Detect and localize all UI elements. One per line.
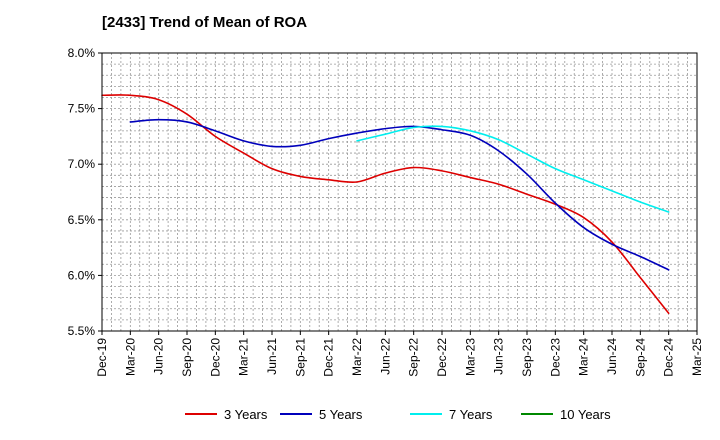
legend-label-3-years: 3 Years [224,407,268,422]
x-tick-label: Jun-21 [265,338,279,375]
y-tick-label: 8.0% [68,46,96,60]
series-line-3-years [101,94,670,315]
x-tick-label: Jun-20 [152,338,166,375]
x-tick-label: Mar-20 [123,338,137,376]
x-tick-label: Sep-20 [180,338,194,377]
x-tick-label: Dec-24 [662,338,676,377]
x-tick-label: Mar-21 [237,338,251,376]
series-layer [101,94,670,315]
x-tick-label: Dec-23 [548,338,562,377]
x-tick-label: Jun-22 [378,338,392,375]
grid-layer [102,53,697,331]
series-line-5-years [129,118,670,271]
x-tick-label: Mar-22 [350,338,364,376]
x-tick-label: Mar-23 [463,338,477,376]
x-tick-label: Dec-21 [322,338,336,377]
legend-label-7-years: 7 Years [449,407,493,422]
x-tick-label: Sep-22 [407,338,421,377]
x-tick-label: Dec-22 [435,338,449,377]
plot-frame [101,52,698,332]
x-tick-label: Dec-19 [95,338,109,377]
y-tick-label: 5.5% [68,324,96,338]
y-tick-label: 6.0% [68,268,96,282]
x-tick-label: Mar-25 [690,338,704,376]
x-tick-label: Sep-23 [520,338,534,377]
x-tick-label: Jun-23 [492,338,506,375]
x-tick-label: Sep-21 [293,338,307,377]
y-tick-label: 7.0% [68,157,96,171]
x-tick-label: Dec-20 [208,338,222,377]
x-tick-label: Jun-24 [605,338,619,375]
legend-layer: 3 Years 5 Years 7 Years 10 Years [185,407,611,422]
series-line-7-years [356,125,670,213]
x-tick-label: Sep-24 [633,338,647,377]
x-tick-label: Mar-24 [577,338,591,376]
axis-layer: 5.5% 6.0% 6.5% 7.0% 7.5% 8.0% Dec-19 Mar-20 Jun-… [68,46,704,377]
chart-title: [2433] Trend of Mean of ROA [102,14,308,31]
legend-label-5-years: 5 Years [319,407,363,422]
y-tick-label: 7.5% [68,102,96,116]
y-tick-label: 6.5% [68,213,96,227]
legend-label-10-years: 10 Years [560,407,611,422]
